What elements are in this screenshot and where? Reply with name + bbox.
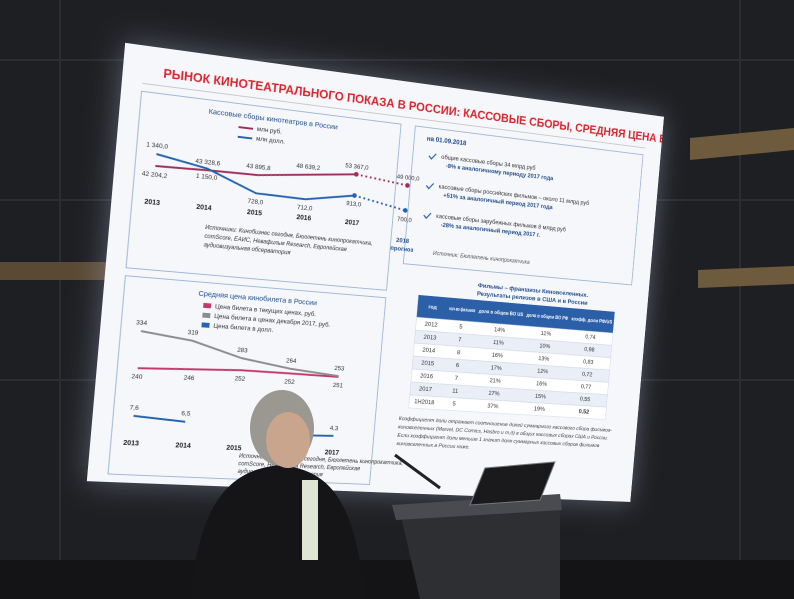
- table-cell: 7: [458, 337, 462, 344]
- table-cell: 2015: [421, 360, 435, 367]
- value-label: 913,0: [346, 200, 362, 208]
- value-label: 49 000,0: [396, 174, 419, 183]
- table-cell: 12%: [537, 368, 548, 375]
- floor: [0, 560, 794, 599]
- value-label: 251: [333, 382, 344, 389]
- table-cell: 2017: [419, 386, 433, 393]
- x-tick-label: 2018: [396, 237, 410, 245]
- wood-beam: [698, 266, 794, 288]
- x-tick-label: прогноз: [390, 245, 414, 254]
- value-label: 283: [237, 347, 248, 354]
- value-label: 43 328,6: [195, 158, 221, 168]
- value-label: 4,3: [330, 425, 339, 432]
- x-tick-label: 2016: [296, 213, 311, 222]
- table-cell: 19%: [534, 406, 545, 413]
- speaker-body: [190, 465, 365, 599]
- table-cell: 16%: [536, 381, 547, 388]
- x-tick-label: 2015: [226, 444, 242, 452]
- table-cell: 37%: [487, 403, 499, 410]
- slide: РЫНОК КИНОТЕАТРАЛЬНОГО ПОКАЗА В РОССИИ: …: [86, 42, 700, 502]
- table-cell: 7: [454, 375, 458, 382]
- wood-beam: [690, 128, 794, 160]
- table-cell: 11%: [493, 340, 504, 347]
- table-cell: 13%: [538, 356, 549, 363]
- value-label: 334: [136, 320, 148, 328]
- x-tick-label: 2014: [175, 441, 191, 449]
- x-tick-label: 2013: [144, 198, 160, 207]
- value-label: 53 367,0: [345, 162, 369, 171]
- table-header-cell: доля в общем BO US: [479, 308, 524, 318]
- table-cell: 0,55: [580, 396, 591, 403]
- table-cell: 0,77: [581, 384, 592, 391]
- value-label: 700,0: [397, 216, 412, 224]
- table-cell: 21%: [489, 378, 501, 385]
- table-cell: 17%: [490, 365, 502, 372]
- table-cell: 0,98: [584, 347, 595, 354]
- legend-label: млн долл.: [256, 136, 286, 146]
- value-label: 728,0: [247, 198, 263, 206]
- value-label: 1 340,0: [146, 142, 169, 151]
- table-cell: 2013: [423, 334, 437, 341]
- table-header-cell: кол-во фильмов: [449, 306, 476, 314]
- table-cell: 15%: [535, 394, 546, 401]
- table-cell: 2012: [424, 321, 438, 328]
- value-label: 42 204,2: [142, 170, 168, 180]
- speaker-face: [266, 412, 310, 468]
- value-label: 246: [183, 375, 195, 382]
- podium: [400, 500, 560, 599]
- table-cell: 14%: [494, 327, 506, 334]
- value-label: 48 639,2: [296, 163, 321, 172]
- laptop: [469, 461, 556, 506]
- x-tick-label: 2015: [247, 208, 263, 217]
- x-tick-label: 2017: [345, 218, 360, 227]
- legend-label: млн руб.: [257, 125, 283, 136]
- value-label: 6,5: [181, 411, 191, 418]
- table-cell: 0,72: [582, 372, 593, 379]
- wood-beam: [0, 262, 110, 280]
- value-label: 712,0: [297, 204, 313, 212]
- table-cell: 2016: [420, 373, 434, 380]
- value-label: 240: [131, 374, 143, 381]
- value-label: 252: [284, 379, 295, 386]
- microphone: [394, 453, 441, 490]
- value-label: 43 895,8: [246, 163, 271, 172]
- value-label: 252: [234, 375, 245, 382]
- x-tick-label: 2013: [123, 439, 139, 447]
- table-header-cell: год: [428, 305, 437, 311]
- badge-lanyard: [302, 480, 318, 560]
- x-tick-label: 2014: [196, 203, 212, 212]
- table-cell: 0,52: [578, 409, 589, 416]
- table-cell: 27%: [488, 391, 500, 398]
- projection-screen: РЫНОК КИНОТЕАТРАЛЬНОГО ПОКАЗА В РОССИИ: …: [86, 42, 700, 502]
- table-cell: 5: [452, 401, 456, 408]
- table-cell: 10%: [539, 343, 550, 350]
- footnote: киновселенных в России ниже.: [396, 441, 470, 450]
- value-label: 1 150,0: [196, 173, 218, 182]
- source-note: comScore, Невафильм Research, Европейска…: [238, 461, 361, 473]
- table-header-cell: коэфф. доли РФ/US: [571, 316, 612, 326]
- table-cell: 8: [457, 350, 461, 357]
- table-cell: 11%: [540, 331, 551, 338]
- value-label: 7,6: [129, 404, 139, 411]
- table-cell: 2014: [422, 347, 436, 354]
- value-label: 319: [187, 329, 199, 337]
- slide-background: [86, 42, 664, 502]
- table-cell: 0,83: [583, 359, 594, 366]
- table-cell: 1H2018: [414, 399, 435, 407]
- value-label: 253: [334, 365, 345, 372]
- table-header-cell: доля в общем BO РФ: [526, 312, 568, 322]
- table-cell: 6: [456, 363, 460, 370]
- table-cell: 0,74: [585, 334, 596, 341]
- table-cell: 11: [452, 388, 459, 395]
- value-label: 264: [286, 358, 297, 365]
- x-tick-label: 2017: [324, 449, 339, 457]
- table-cell: 5: [459, 324, 463, 331]
- table-cell: 16%: [492, 352, 504, 359]
